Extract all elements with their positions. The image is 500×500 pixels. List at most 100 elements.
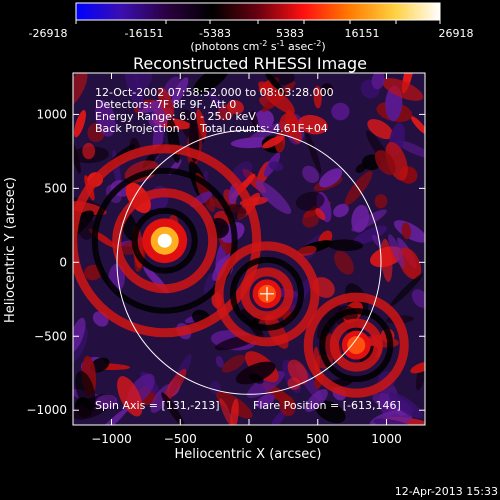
sidelobe-blob (302, 165, 320, 184)
sidelobe-blob (319, 168, 343, 188)
sidelobe-blob (302, 212, 319, 228)
sidelobe-blob (327, 239, 363, 252)
info-time-range: 12-Oct-2002 07:58:52.000 to 08:03:28.000 (95, 86, 334, 99)
sidelobe-blob (287, 377, 301, 390)
y-axis-title: Heliocentric Y (arcsec) (3, 177, 18, 323)
sidelobe-blob (163, 368, 187, 402)
spin-axis-marker (260, 286, 275, 301)
axis-tick-labels: −1000 −500 0 500 1000 −1000 −500 0 500 1000 (26, 107, 401, 446)
sidelobe-blob (171, 77, 189, 105)
sidelobe-blob (315, 400, 346, 424)
sidelobe-blob (255, 179, 292, 215)
source-ring (91, 167, 238, 314)
colorbar-ticks (75, 20, 441, 24)
sidelobe-blob (157, 87, 175, 118)
solar-limb-circle (116, 129, 382, 395)
info-spin-axis: Spin Axis = [131,-213] (95, 399, 220, 412)
sidelobe-blob (305, 130, 322, 174)
sidelobe-blob (313, 85, 322, 109)
sidelobe-blob (297, 245, 317, 256)
info-energy: Energy Range: 6.0 - 25.0 keV (95, 110, 256, 123)
x-tick-label: 0 (245, 432, 253, 446)
sidelobe-blob (351, 209, 387, 232)
sidelobe-blob (374, 150, 396, 176)
sidelobe-blob (410, 116, 425, 135)
sidelobe-blob (217, 104, 235, 121)
sidelobe-blob (352, 225, 387, 245)
source-ring (230, 256, 305, 331)
sidelobe-blob (95, 100, 116, 137)
chart-title: Reconstructed RHESSI Image (133, 54, 367, 73)
source-ring (73, 144, 262, 338)
sidelobe-blob (411, 289, 425, 308)
sidelobe-blob (82, 142, 96, 160)
sidelobe-blob (265, 73, 286, 97)
sidelobe-blob (388, 234, 406, 268)
source-ring (131, 207, 198, 274)
info-detectors: Detectors: 7F 8F 9F, Att 0 (95, 98, 236, 111)
sidelobe-blob (95, 394, 118, 410)
source-core (347, 336, 366, 355)
sidelobe-blob (77, 215, 96, 240)
info-method: Back Projection (95, 122, 180, 135)
sidelobe-blob (203, 272, 215, 298)
source-ring (303, 292, 409, 398)
source-ring (329, 318, 383, 372)
sidelobe-blob (74, 110, 86, 138)
sidelobe-blob (389, 273, 424, 308)
sidelobe-blob (388, 392, 423, 419)
sidelobe-blob (380, 238, 393, 283)
sidelobe-blob (381, 77, 424, 101)
sidelobe-blob (262, 135, 285, 149)
sidelobe-blob (379, 383, 399, 417)
sidelobe-blob (398, 247, 422, 280)
source-ring (319, 308, 394, 383)
source-ring (240, 267, 294, 321)
sidelobe-blob (124, 73, 145, 111)
sidelobe-blob (333, 203, 349, 218)
sidelobe-blob (75, 371, 96, 410)
sidelobe-blob (258, 81, 295, 115)
sidelobe-blob (295, 191, 325, 211)
x-tick-label: 1000 (371, 432, 402, 446)
x-tick-label: −1000 (91, 432, 132, 446)
sidelobe-blob (255, 393, 275, 408)
y-tick-label: 500 (44, 181, 67, 195)
sidelobe-blob (250, 110, 259, 131)
sidelobe-blob (367, 119, 394, 140)
sidelobe-blob (401, 222, 411, 240)
sidelobe-pattern (73, 73, 425, 425)
info-flare-position: Flare Position = [-613,146] (253, 399, 401, 412)
y-tick-label: 1000 (36, 107, 67, 121)
axis-ticks (73, 73, 425, 425)
footer-timestamp: 12-Apr-2013 15:33 (395, 485, 498, 498)
sidelobe-blob (117, 376, 143, 417)
sidelobe-blob (219, 398, 235, 425)
y-tick-label: −1000 (26, 403, 67, 417)
sidelobe-blob (374, 194, 388, 209)
sidelobe-blob (331, 102, 350, 121)
x-tick-label: −500 (164, 432, 197, 446)
info-total-counts: Total counts: 4.61E+04 (199, 122, 328, 135)
sidelobe-blob (304, 388, 328, 412)
colorbar-tick-label: -26918 (29, 27, 68, 40)
image-area (73, 73, 425, 425)
colorbar-tick-label: 26918 (439, 27, 474, 40)
sidelobe-blob (196, 108, 207, 140)
sidelobe-blob (248, 373, 264, 384)
source-peak (157, 233, 172, 248)
sidelobe-blob (279, 113, 299, 137)
sidelobe-blob (73, 73, 88, 109)
y-tick-label: 0 (59, 255, 67, 269)
sidelobe-blob (355, 163, 367, 174)
x-axis-title: Heliocentric X (arcsec) (175, 447, 322, 462)
sidelobe-blob (396, 140, 425, 159)
sidelobe-blob (221, 354, 246, 373)
sidelobe-blob (371, 73, 385, 90)
source-ring (214, 241, 320, 347)
colorbar-unit: (photons cm-2 s-1 asec-2) (190, 39, 325, 53)
sidelobe-blob (320, 83, 334, 96)
colorbar: -26918 -16151 -5383 5383 16151 26918 (ph… (29, 2, 474, 53)
sidelobe-blob (215, 356, 224, 368)
x-tick-label: 500 (306, 432, 329, 446)
